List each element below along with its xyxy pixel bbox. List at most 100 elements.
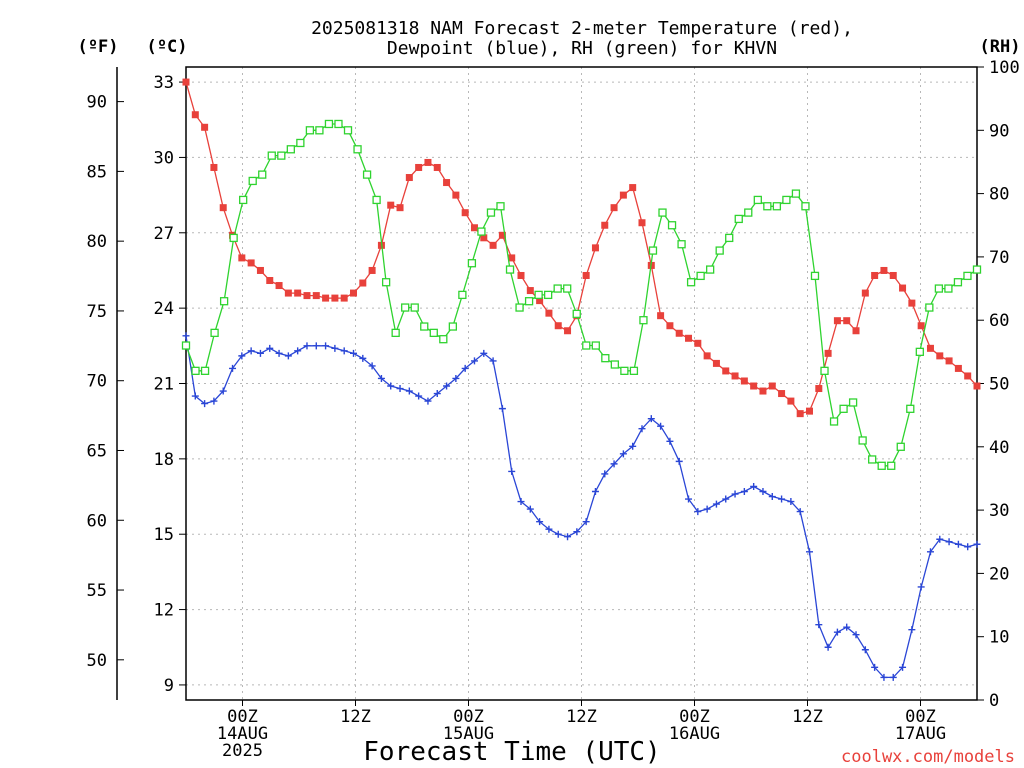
temperature-point: [768, 382, 776, 390]
temperature-point: [350, 289, 358, 297]
temperature-point: [294, 289, 302, 297]
rh-point: [696, 271, 705, 281]
rh-point: [925, 303, 934, 312]
rh-point: [877, 461, 886, 470]
rh-point: [572, 309, 581, 319]
dewpoint-point: [787, 498, 795, 506]
dewpoint-point: [712, 500, 720, 508]
rh-point: [610, 360, 620, 369]
rh-point: [706, 265, 715, 274]
dewpoint-point: [964, 543, 972, 551]
celsius-tick-label: 27: [154, 224, 174, 244]
x-tick-label: 12Z: [792, 707, 823, 727]
rh-tick-label: 20: [989, 564, 1009, 584]
dewpoint-point: [973, 540, 981, 548]
temperature-point: [601, 221, 609, 229]
rh-point: [286, 145, 295, 154]
rh-point: [248, 176, 257, 186]
rh-point: [258, 170, 267, 179]
temperature-point: [582, 271, 590, 279]
temperature-point: [908, 299, 916, 307]
celsius-tick-label: 33: [154, 73, 174, 93]
fahrenheit-tick-label: 65: [87, 441, 107, 461]
rh-tick-label: 10: [989, 628, 1009, 648]
rh-point: [582, 341, 591, 350]
temperature-point: [545, 309, 553, 317]
dewpoint-point: [508, 467, 516, 475]
temperature-point: [256, 266, 264, 274]
rh-point: [963, 271, 972, 281]
rh-point: [401, 303, 410, 312]
rh-point: [744, 208, 753, 217]
x-tick-label: 14AUG: [217, 724, 268, 744]
temperature-point: [452, 191, 460, 199]
rh-point: [953, 278, 963, 287]
dewpoint-point: [647, 415, 655, 423]
dewpoint-point: [843, 623, 851, 631]
x-tick-label: 00Z: [227, 707, 258, 727]
temperature-point: [359, 279, 367, 287]
temperature-point: [722, 367, 730, 375]
dewpoint-point: [322, 342, 330, 350]
temperature-point: [740, 377, 748, 385]
temperature-point: [619, 191, 627, 199]
dewpoint-point: [573, 528, 581, 536]
rh-point: [686, 278, 696, 287]
rh-tick-label: 90: [989, 121, 1009, 141]
dewpoint-point: [694, 508, 702, 516]
temperature-point: [796, 410, 804, 418]
dewpoint-point: [629, 442, 637, 450]
rh-point: [429, 328, 438, 338]
temperature-point: [201, 123, 209, 131]
rh-point: [515, 303, 524, 312]
dewpoint-point: [480, 349, 488, 357]
temperature-point: [275, 282, 283, 290]
rh-point: [648, 246, 658, 255]
temperature-point: [591, 244, 599, 252]
rh-point: [601, 354, 610, 363]
temperature-point: [210, 163, 218, 171]
dewpoint-point: [359, 354, 367, 362]
rh-point: [782, 195, 791, 205]
dewpoint-point: [284, 352, 292, 360]
temperature-point: [443, 179, 451, 187]
rh-point: [296, 138, 305, 148]
temperature-point: [415, 163, 423, 171]
rh-point: [410, 303, 419, 312]
temperature-point: [833, 317, 841, 325]
temperature-point: [899, 284, 907, 292]
temperature-point: [759, 387, 767, 395]
rh-point: [772, 202, 782, 211]
dewpoint-point: [256, 349, 264, 357]
rh-tick-label: 80: [989, 185, 1009, 205]
dewpoint-point: [601, 470, 609, 478]
x-tick-label: 12Z: [566, 707, 597, 727]
dewpoint-point: [191, 392, 199, 400]
rh-point: [896, 442, 905, 451]
rh-point: [620, 366, 629, 375]
rh-point: [239, 195, 248, 205]
dewpoint-point: [554, 530, 562, 538]
temperature-point: [480, 234, 488, 242]
temperature-point: [489, 241, 497, 249]
rh-point: [848, 398, 858, 407]
rh-point: [820, 366, 829, 375]
unit-fahrenheit-label: (ºF): [78, 37, 119, 57]
dewpoint-point: [619, 450, 627, 458]
dewpoint-point: [415, 392, 423, 400]
rh-tick-label: 100: [989, 58, 1020, 78]
series-rh-group: [181, 119, 982, 470]
rh-point: [343, 126, 353, 135]
rh-point: [219, 297, 229, 306]
dewpoint-point: [768, 493, 776, 501]
rh-point: [420, 322, 429, 331]
temperature-point: [954, 364, 962, 372]
x-tick-label: 00Z: [905, 707, 936, 727]
temperature-point: [805, 407, 813, 415]
rh-point: [524, 297, 534, 306]
chart-title-line1: 2025081318 NAM Forecast 2-meter Temperat…: [311, 18, 853, 39]
temperature-point: [964, 372, 972, 380]
rh-point: [667, 221, 677, 230]
rh-point: [734, 214, 743, 224]
